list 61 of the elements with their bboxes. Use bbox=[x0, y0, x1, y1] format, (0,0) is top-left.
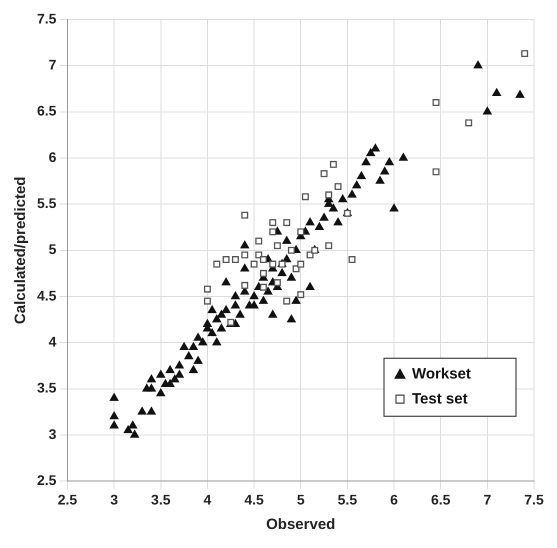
point bbox=[241, 282, 248, 289]
x-tick-label: 7.5 bbox=[524, 491, 544, 508]
point bbox=[288, 246, 295, 254]
point bbox=[274, 242, 281, 250]
legend-label: Test set bbox=[412, 390, 468, 408]
point bbox=[465, 119, 472, 126]
x-tick-label: 6.5 bbox=[430, 491, 451, 508]
point bbox=[348, 256, 356, 264]
point bbox=[521, 50, 528, 58]
x-tick-label: 3 bbox=[110, 491, 118, 508]
y-tick-label: 6 bbox=[48, 148, 57, 165]
point bbox=[297, 260, 304, 268]
point bbox=[320, 170, 328, 178]
y-tick-label: 7 bbox=[48, 56, 57, 72]
point bbox=[292, 265, 300, 272]
y-axis-title: Calculated/predicted bbox=[12, 176, 30, 324]
point bbox=[269, 219, 276, 226]
point bbox=[255, 238, 262, 245]
point bbox=[232, 256, 239, 264]
y-tick-label: 3 bbox=[48, 426, 57, 442]
point bbox=[260, 284, 267, 291]
point bbox=[297, 291, 304, 298]
x-axis-title: Observed bbox=[266, 516, 336, 534]
y-tick-label: 2.5 bbox=[36, 472, 57, 488]
point bbox=[432, 168, 440, 176]
point bbox=[330, 160, 337, 168]
point bbox=[241, 251, 248, 258]
point bbox=[260, 270, 267, 277]
x-tick-label: 3.5 bbox=[151, 491, 171, 508]
point bbox=[274, 279, 281, 286]
x-tick-label: 4.5 bbox=[244, 491, 264, 508]
point bbox=[325, 191, 332, 198]
y-tick-label: 6.5 bbox=[36, 102, 57, 119]
point bbox=[241, 212, 248, 219]
point bbox=[269, 260, 276, 268]
y-tick-label: 5.5 bbox=[36, 194, 57, 211]
point bbox=[297, 228, 304, 236]
y-tick-label: 4.5 bbox=[36, 287, 57, 304]
x-tick-label: 7 bbox=[483, 491, 492, 508]
y-tick-label: 3.5 bbox=[36, 380, 57, 396]
y-tick-label: 5 bbox=[48, 241, 57, 258]
x-tick-label: 4 bbox=[204, 491, 212, 508]
legend-label: Workset bbox=[412, 365, 471, 382]
point bbox=[250, 260, 258, 268]
x-tick-label: 5.5 bbox=[338, 491, 358, 508]
point bbox=[302, 193, 309, 200]
point bbox=[283, 298, 290, 305]
y-tick-label: 4 bbox=[48, 334, 57, 350]
x-tick-label: 5 bbox=[296, 491, 305, 508]
point bbox=[204, 298, 211, 305]
point bbox=[432, 99, 440, 106]
point bbox=[334, 183, 342, 190]
point bbox=[260, 256, 267, 264]
y-tick-label: 7.5 bbox=[36, 10, 57, 26]
x-tick-label: 6 bbox=[390, 491, 398, 508]
point bbox=[269, 228, 276, 236]
point bbox=[204, 286, 211, 293]
point bbox=[222, 256, 230, 264]
point bbox=[283, 219, 290, 226]
point bbox=[213, 260, 220, 268]
point bbox=[325, 242, 332, 250]
